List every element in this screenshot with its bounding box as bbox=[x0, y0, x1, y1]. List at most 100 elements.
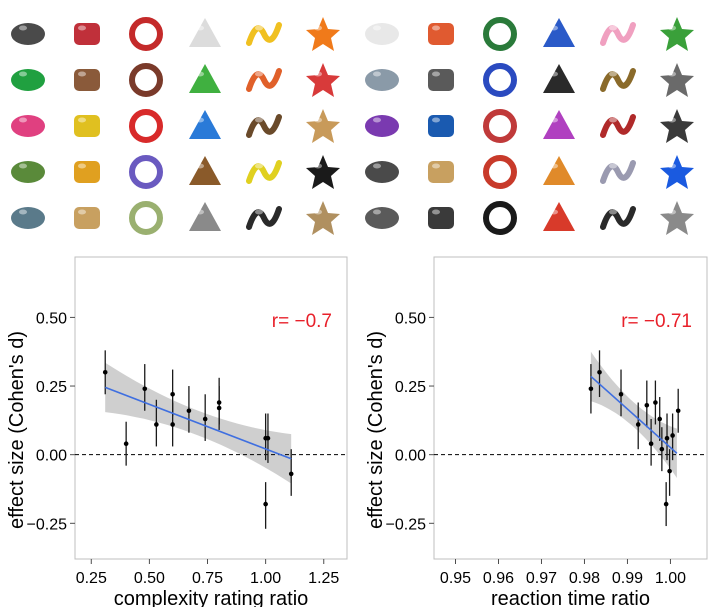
y-axis-label: effect size (Cohen's d) bbox=[365, 331, 387, 529]
wire-frame-icon bbox=[361, 197, 403, 239]
y-tick-label: 0.25 bbox=[395, 379, 426, 396]
toy-car-icon bbox=[7, 197, 49, 239]
stand-icon bbox=[656, 105, 698, 147]
red-gun-icon bbox=[597, 105, 639, 147]
red-torch-icon bbox=[479, 151, 521, 193]
x-tick-label: 0.97 bbox=[526, 570, 557, 587]
blue-bulb-icon bbox=[538, 13, 580, 55]
data-point bbox=[663, 501, 669, 507]
data-point bbox=[170, 422, 175, 427]
spray-tool-icon bbox=[479, 105, 521, 147]
x-tick-label: 0.25 bbox=[76, 570, 107, 587]
stimulus-thumbnail-grid bbox=[0, 0, 720, 245]
x-tick-label: 0.98 bbox=[569, 570, 600, 587]
black-arc-icon bbox=[538, 59, 580, 101]
data-point bbox=[644, 402, 650, 408]
molecule-icon bbox=[479, 59, 521, 101]
data-point bbox=[123, 441, 129, 446]
pipe-fitting-icon bbox=[184, 13, 226, 55]
wrench-icon bbox=[66, 59, 108, 101]
drone-icon bbox=[420, 197, 462, 239]
red-bike-icon bbox=[538, 197, 580, 239]
x-tick-label: 0.96 bbox=[483, 570, 514, 587]
y-tick-label: 0.00 bbox=[395, 448, 426, 465]
green-bottle-icon bbox=[656, 13, 698, 55]
colorful-knot-icon bbox=[420, 13, 462, 55]
data-point bbox=[657, 416, 663, 422]
pink-pen-icon bbox=[7, 105, 49, 147]
plot-panel bbox=[433, 256, 708, 560]
data-point bbox=[618, 391, 624, 397]
complexity-ratio-chart: −0.25 0.00 0.25 0.50 0.25 0.50 0.75 1.00 1.25 r… bbox=[6, 256, 348, 607]
y-tick-label: 0.25 bbox=[36, 379, 67, 396]
data-point bbox=[659, 446, 665, 452]
metal-basket-icon bbox=[184, 197, 226, 239]
red-ring-icon bbox=[125, 105, 167, 147]
y-tick-label: −0.25 bbox=[27, 516, 68, 533]
data-point bbox=[588, 386, 594, 392]
x-tick-label: 1.00 bbox=[250, 570, 281, 587]
data-point bbox=[202, 416, 208, 422]
charts-container: −0.25 0.00 0.25 0.50 0.25 0.50 0.75 1.00 1.25 r… bbox=[6, 256, 708, 607]
tool-set-icon bbox=[302, 197, 344, 239]
purple-spring-icon bbox=[538, 105, 580, 147]
white-pipe-icon bbox=[361, 13, 403, 55]
wheel-icon bbox=[597, 151, 639, 193]
black-cog-icon bbox=[302, 151, 344, 193]
metal-rod-icon bbox=[361, 59, 403, 101]
y-tick-label: 0.50 bbox=[395, 310, 426, 327]
pink-glove-icon bbox=[597, 13, 639, 55]
blue-spinner-icon bbox=[184, 105, 226, 147]
spiky-gear-icon bbox=[243, 59, 285, 101]
brush-icon bbox=[656, 59, 698, 101]
correlation-annotation: r= −0.7 bbox=[272, 311, 332, 332]
correlation-annotation: r= −0.71 bbox=[621, 311, 692, 332]
wicker-ball-icon bbox=[243, 105, 285, 147]
data-point bbox=[216, 405, 222, 411]
red-cone-icon bbox=[302, 59, 344, 101]
regression-line bbox=[590, 375, 678, 454]
black-tire-icon bbox=[479, 197, 521, 239]
blue-robot-icon bbox=[656, 151, 698, 193]
circuit-board-icon bbox=[597, 197, 639, 239]
y-tick-label: −0.25 bbox=[386, 516, 427, 533]
figure-eight-icon bbox=[7, 59, 49, 101]
x-axis-label: complexity rating ratio bbox=[114, 588, 309, 607]
data-point bbox=[263, 501, 268, 507]
y-axis-label: effect size (Cohen's d) bbox=[6, 331, 28, 529]
y-tick-label: 0.00 bbox=[36, 448, 67, 465]
metal-case-icon bbox=[656, 197, 698, 239]
x-tick-label: 1.25 bbox=[308, 570, 339, 587]
reaction-time-ratio-chart: −0.25 0.00 0.25 0.50 0.95 0.96 0.97 0.98 0.99 1.… bbox=[365, 256, 708, 607]
data-point bbox=[102, 370, 108, 375]
black-device-icon bbox=[243, 197, 285, 239]
data-point bbox=[635, 422, 641, 427]
data-point bbox=[667, 468, 672, 474]
purple-stone-icon bbox=[361, 105, 403, 147]
data-point bbox=[664, 435, 670, 441]
orange-machine-icon bbox=[538, 151, 580, 193]
branch-icon bbox=[184, 151, 226, 193]
data-point bbox=[170, 391, 175, 397]
data-point bbox=[186, 408, 192, 414]
scissors-icon bbox=[125, 59, 167, 101]
regression-line bbox=[104, 386, 292, 460]
x-axis-label: reaction time ratio bbox=[491, 588, 650, 607]
wooden-toy-icon bbox=[302, 105, 344, 147]
data-point bbox=[288, 471, 294, 477]
yellow-lamp-icon bbox=[243, 151, 285, 193]
x-tick-label: 0.95 bbox=[440, 570, 471, 587]
grabber-tool-icon bbox=[479, 13, 521, 55]
data-point bbox=[265, 435, 271, 441]
green-knot-icon bbox=[7, 151, 49, 193]
data-point bbox=[154, 422, 159, 427]
data-point bbox=[653, 400, 658, 405]
data-point bbox=[648, 441, 654, 446]
x-tick-label: 0.75 bbox=[192, 570, 223, 587]
spiky-ball-icon bbox=[597, 59, 639, 101]
y-tick-label: 0.50 bbox=[36, 310, 67, 327]
yellow-worm-icon bbox=[243, 13, 285, 55]
data-point bbox=[675, 408, 681, 414]
gray-cylinder-icon bbox=[420, 59, 462, 101]
x-tick-label: 0.50 bbox=[134, 570, 165, 587]
